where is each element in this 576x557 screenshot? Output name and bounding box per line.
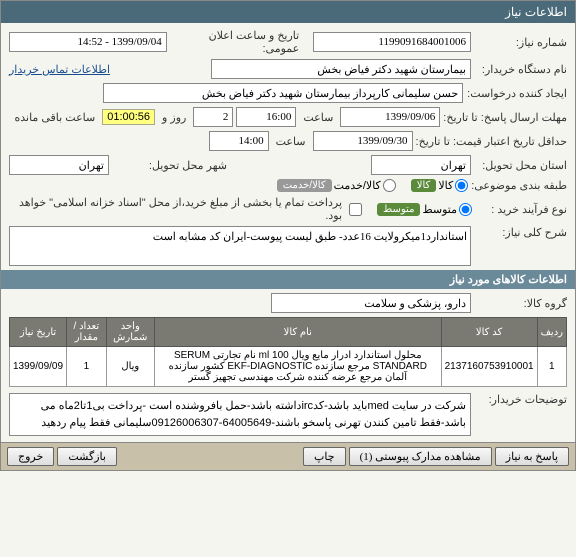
delivery-state-label: استان محل تحویل:	[475, 159, 567, 172]
process-low-item[interactable]: متوسط متوسط	[373, 203, 472, 216]
footer-bar: پاسخ به نیاز مشاهده مدارک پیوستی (1) چاپ…	[1, 442, 575, 470]
kala-radio-label: کالا	[438, 179, 453, 192]
cell-date: 1399/09/09	[10, 347, 67, 387]
creator-field[interactable]	[103, 83, 463, 103]
cell-code: 2137160753910001	[441, 347, 537, 387]
kala-tag: کالا	[411, 179, 437, 192]
process-low-radio[interactable]	[459, 203, 472, 216]
hour-label-2: ساعت	[272, 135, 310, 148]
process-low-tag: متوسط	[377, 203, 420, 216]
th-unit: واحد شمارش	[106, 318, 154, 347]
validity-date-field[interactable]	[313, 131, 413, 151]
service-radio-label: کالا/خدمت	[334, 179, 381, 192]
cell-qty: 1	[67, 347, 107, 387]
days-field[interactable]	[193, 107, 233, 127]
need-number-field[interactable]	[313, 32, 471, 52]
cell-idx: 1	[537, 347, 566, 387]
footer-right-group: پاسخ به نیاز مشاهده مدارک پیوستی (1) چاپ	[303, 447, 569, 466]
content-area: شماره نیاز: تاریخ و ساعت اعلان عمومی: نا…	[1, 23, 575, 470]
th-qty: تعداد / مقدار	[67, 318, 107, 347]
summary-label: شرح کلی نیاز:	[475, 226, 567, 239]
process-type-label: نوع فرآیند خرید :	[475, 203, 567, 216]
countdown-timer: 01:00:56	[102, 109, 155, 125]
table-header-row: ردیف کد کالا نام کالا واحد شمارش تعداد /…	[10, 318, 567, 347]
service-radio[interactable]	[383, 179, 396, 192]
announce-field[interactable]	[9, 32, 167, 52]
delivery-state-field[interactable]	[371, 155, 471, 175]
creator-label: ایجاد کننده درخواست:	[467, 87, 567, 100]
cell-unit: ویال	[106, 347, 154, 387]
goods-table: ردیف کد کالا نام کالا واحد شمارش تعداد /…	[9, 317, 567, 387]
remaining-label: ساعت باقی مانده	[10, 111, 99, 124]
process-low-label: متوسط	[422, 203, 457, 216]
need-info-window: اطلاعات نیاز شماره نیاز: تاریخ و ساعت اع…	[0, 0, 576, 471]
goods-section-header: اطلاعات کالاهای مورد نیاز	[1, 270, 575, 289]
group-label: گروه کالا:	[475, 297, 567, 310]
kala-radio-item[interactable]: کالا کالا	[407, 179, 468, 192]
validity-label: حداقل تاریخ اعتبار قیمت: تا تاریخ:	[416, 135, 567, 148]
th-row: ردیف	[537, 318, 566, 347]
buyer-contact-link[interactable]: اطلاعات تماس خریدار	[9, 63, 110, 76]
kala-radio[interactable]	[455, 179, 468, 192]
buyer-desc-label: توضیحات خریدار:	[475, 393, 567, 406]
need-number-label: شماره نیاز:	[475, 36, 567, 49]
deadline-date-field[interactable]	[340, 107, 440, 127]
buyer-org-field[interactable]	[211, 59, 471, 79]
deadline-label: مهلت ارسال پاسخ: تا تاریخ:	[443, 111, 567, 124]
back-button[interactable]: بازگشت	[57, 447, 117, 466]
reply-button[interactable]: پاسخ به نیاز	[495, 447, 569, 466]
announce-label: تاریخ و ساعت اعلان عمومی:	[171, 29, 305, 55]
days-label: روز و	[158, 111, 190, 124]
footer-left-group: بازگشت خروج	[7, 447, 117, 466]
group-field[interactable]	[271, 293, 471, 313]
window-title: اطلاعات نیاز	[505, 5, 567, 19]
print-button[interactable]: چاپ	[303, 447, 346, 466]
buyer-org-label: نام دستگاه خریدار:	[475, 63, 567, 76]
exit-button[interactable]: خروج	[7, 447, 54, 466]
buyer-desc-box: شرکت در سایت medباید باشد-کدircداشته باش…	[9, 393, 471, 436]
delivery-city-field[interactable]	[9, 155, 109, 175]
window-titlebar: اطلاعات نیاز	[1, 1, 575, 23]
th-date: تاریخ نیاز	[10, 318, 67, 347]
validity-time-field[interactable]	[209, 131, 269, 151]
th-name: نام کالا	[154, 318, 441, 347]
summary-textarea[interactable]	[9, 226, 471, 266]
service-radio-item[interactable]: کالا/خدمت کالا/خدمت	[273, 179, 396, 192]
table-row[interactable]: 1 2137160753910001 محلول استاندارد ادرار…	[10, 347, 567, 387]
budget-label: طبقه بندی موضوعی:	[471, 179, 567, 192]
service-tag: کالا/خدمت	[277, 179, 332, 192]
deadline-hour-field[interactable]	[236, 107, 296, 127]
attachments-button[interactable]: مشاهده مدارک پیوستی (1)	[349, 447, 492, 466]
cell-name: محلول استاندارد ادرار مایع ویال 100 ml ن…	[154, 347, 441, 387]
hour-label-1: ساعت	[299, 111, 337, 124]
delivery-city-label: شهر محل تحویل:	[113, 159, 233, 172]
payment-note: پرداخت تمام یا بخشی از مبلغ خرید،از محل …	[9, 196, 346, 222]
treasury-checkbox[interactable]	[349, 203, 362, 216]
th-code: کد کالا	[441, 318, 537, 347]
